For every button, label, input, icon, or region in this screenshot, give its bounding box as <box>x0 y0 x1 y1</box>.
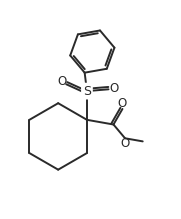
Text: S: S <box>83 85 91 98</box>
Text: O: O <box>58 75 67 88</box>
Text: O: O <box>118 97 127 110</box>
Text: O: O <box>120 137 130 150</box>
Text: O: O <box>109 82 118 95</box>
